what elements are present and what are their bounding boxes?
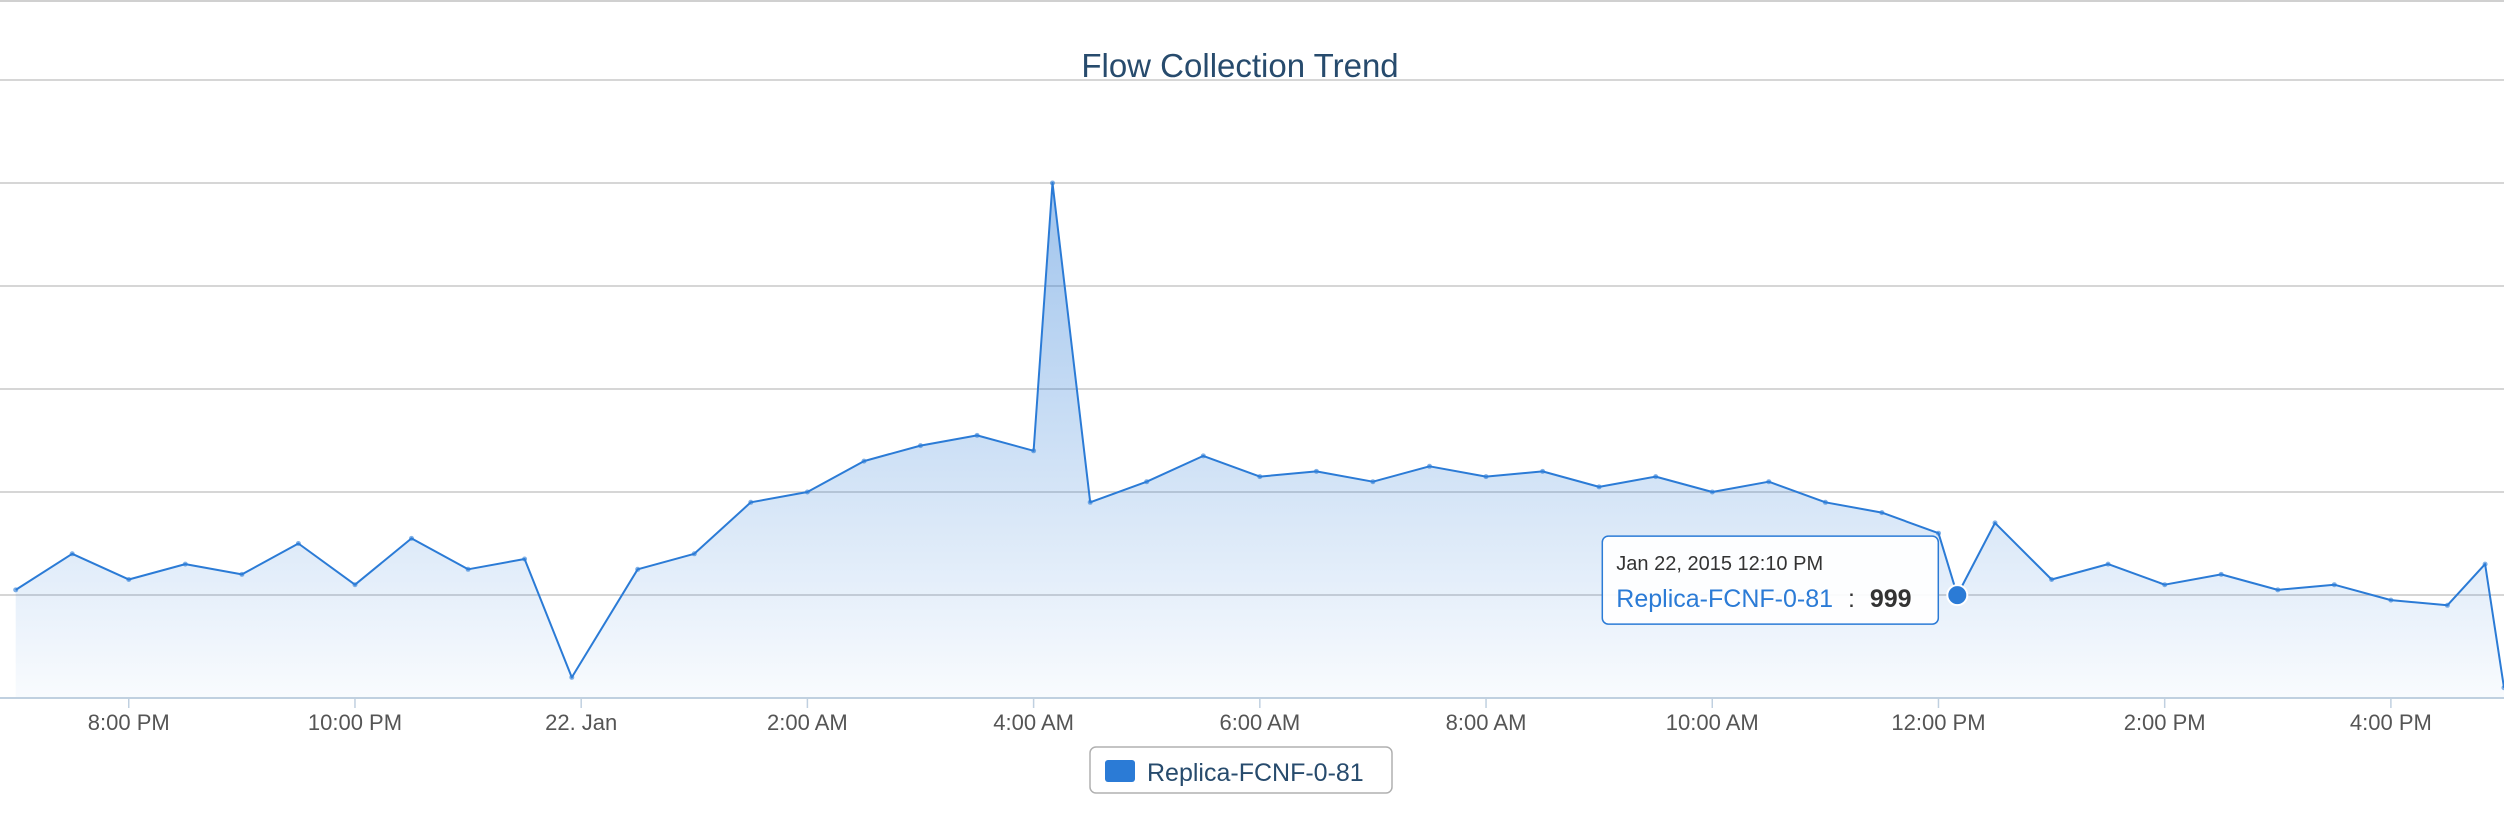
data-point[interactable] (296, 541, 301, 546)
data-point[interactable] (13, 587, 18, 592)
data-point[interactable] (569, 675, 574, 680)
tooltip-series-name: Replica-FCNF-0-81 (1616, 585, 1833, 613)
data-point[interactable] (1993, 520, 1998, 525)
tooltip-separator: : (1848, 585, 1855, 613)
data-point[interactable] (2049, 577, 2054, 582)
data-point[interactable] (1540, 469, 1545, 474)
data-point[interactable] (1597, 484, 1602, 489)
x-tick-label: 10:00 PM (308, 710, 402, 735)
data-point[interactable] (975, 433, 980, 438)
data-point[interactable] (1823, 500, 1828, 505)
data-point[interactable] (466, 567, 471, 572)
data-point[interactable] (70, 551, 75, 556)
data-point[interactable] (1427, 464, 1432, 469)
data-point[interactable] (2332, 582, 2337, 587)
data-point[interactable] (2219, 572, 2224, 577)
x-tick-label: 2:00 AM (767, 710, 848, 735)
data-point[interactable] (1653, 474, 1658, 479)
data-point[interactable] (522, 557, 527, 562)
data-point[interactable] (1201, 453, 1206, 458)
data-point[interactable] (126, 577, 131, 582)
x-tick-label: 8:00 AM (1446, 710, 1527, 735)
data-point[interactable] (1050, 181, 1055, 186)
data-point[interactable] (1484, 474, 1489, 479)
data-point[interactable] (2275, 587, 2280, 592)
data-point[interactable] (2483, 562, 2488, 567)
data-point[interactable] (1936, 531, 1941, 536)
x-tick-label: 22. Jan (545, 710, 617, 735)
data-point[interactable] (1879, 510, 1884, 515)
tooltip-group: Jan 22, 2015 12:10 PM Replica-FCNF-0-81 … (1602, 536, 1967, 624)
data-point[interactable] (1088, 500, 1093, 505)
data-point[interactable] (1314, 469, 1319, 474)
data-point[interactable] (183, 562, 188, 567)
data-point[interactable] (692, 551, 697, 556)
data-point[interactable] (1710, 490, 1715, 495)
legend-swatch (1105, 760, 1135, 782)
chart-title: Flow Collection Trend (1081, 47, 1398, 84)
x-tick-label: 10:00 AM (1666, 710, 1759, 735)
data-point[interactable] (2162, 582, 2167, 587)
x-tick-label: 12:00 PM (1891, 710, 1985, 735)
x-tick-label: 4:00 AM (993, 710, 1074, 735)
data-point[interactable] (635, 567, 640, 572)
data-point[interactable] (239, 572, 244, 577)
data-point[interactable] (1370, 479, 1375, 484)
x-tick-label: 2:00 PM (2124, 710, 2206, 735)
data-point[interactable] (1766, 479, 1771, 484)
data-point[interactable] (409, 536, 414, 541)
data-point[interactable] (748, 500, 753, 505)
hover-point-marker[interactable] (1947, 585, 1967, 605)
data-point[interactable] (1031, 448, 1036, 453)
legend[interactable]: Replica-FCNF-0-81 (1090, 747, 1392, 793)
data-point[interactable] (1144, 479, 1149, 484)
data-point[interactable] (1257, 474, 1262, 479)
x-tick-label: 8:00 PM (88, 710, 170, 735)
data-point[interactable] (805, 490, 810, 495)
data-point[interactable] (862, 459, 867, 464)
tooltip-date: Jan 22, 2015 12:10 PM (1616, 553, 1823, 575)
data-point[interactable] (353, 582, 358, 587)
tooltip-value: 999 (1870, 585, 1912, 613)
x-tick-label: 6:00 AM (1219, 710, 1300, 735)
x-tick-label: 4:00 PM (2350, 710, 2432, 735)
data-point[interactable] (918, 443, 923, 448)
legend-label[interactable]: Replica-FCNF-0-81 (1147, 759, 1364, 787)
data-point[interactable] (2388, 598, 2393, 603)
data-point[interactable] (2445, 603, 2450, 608)
data-point[interactable] (2106, 562, 2111, 567)
